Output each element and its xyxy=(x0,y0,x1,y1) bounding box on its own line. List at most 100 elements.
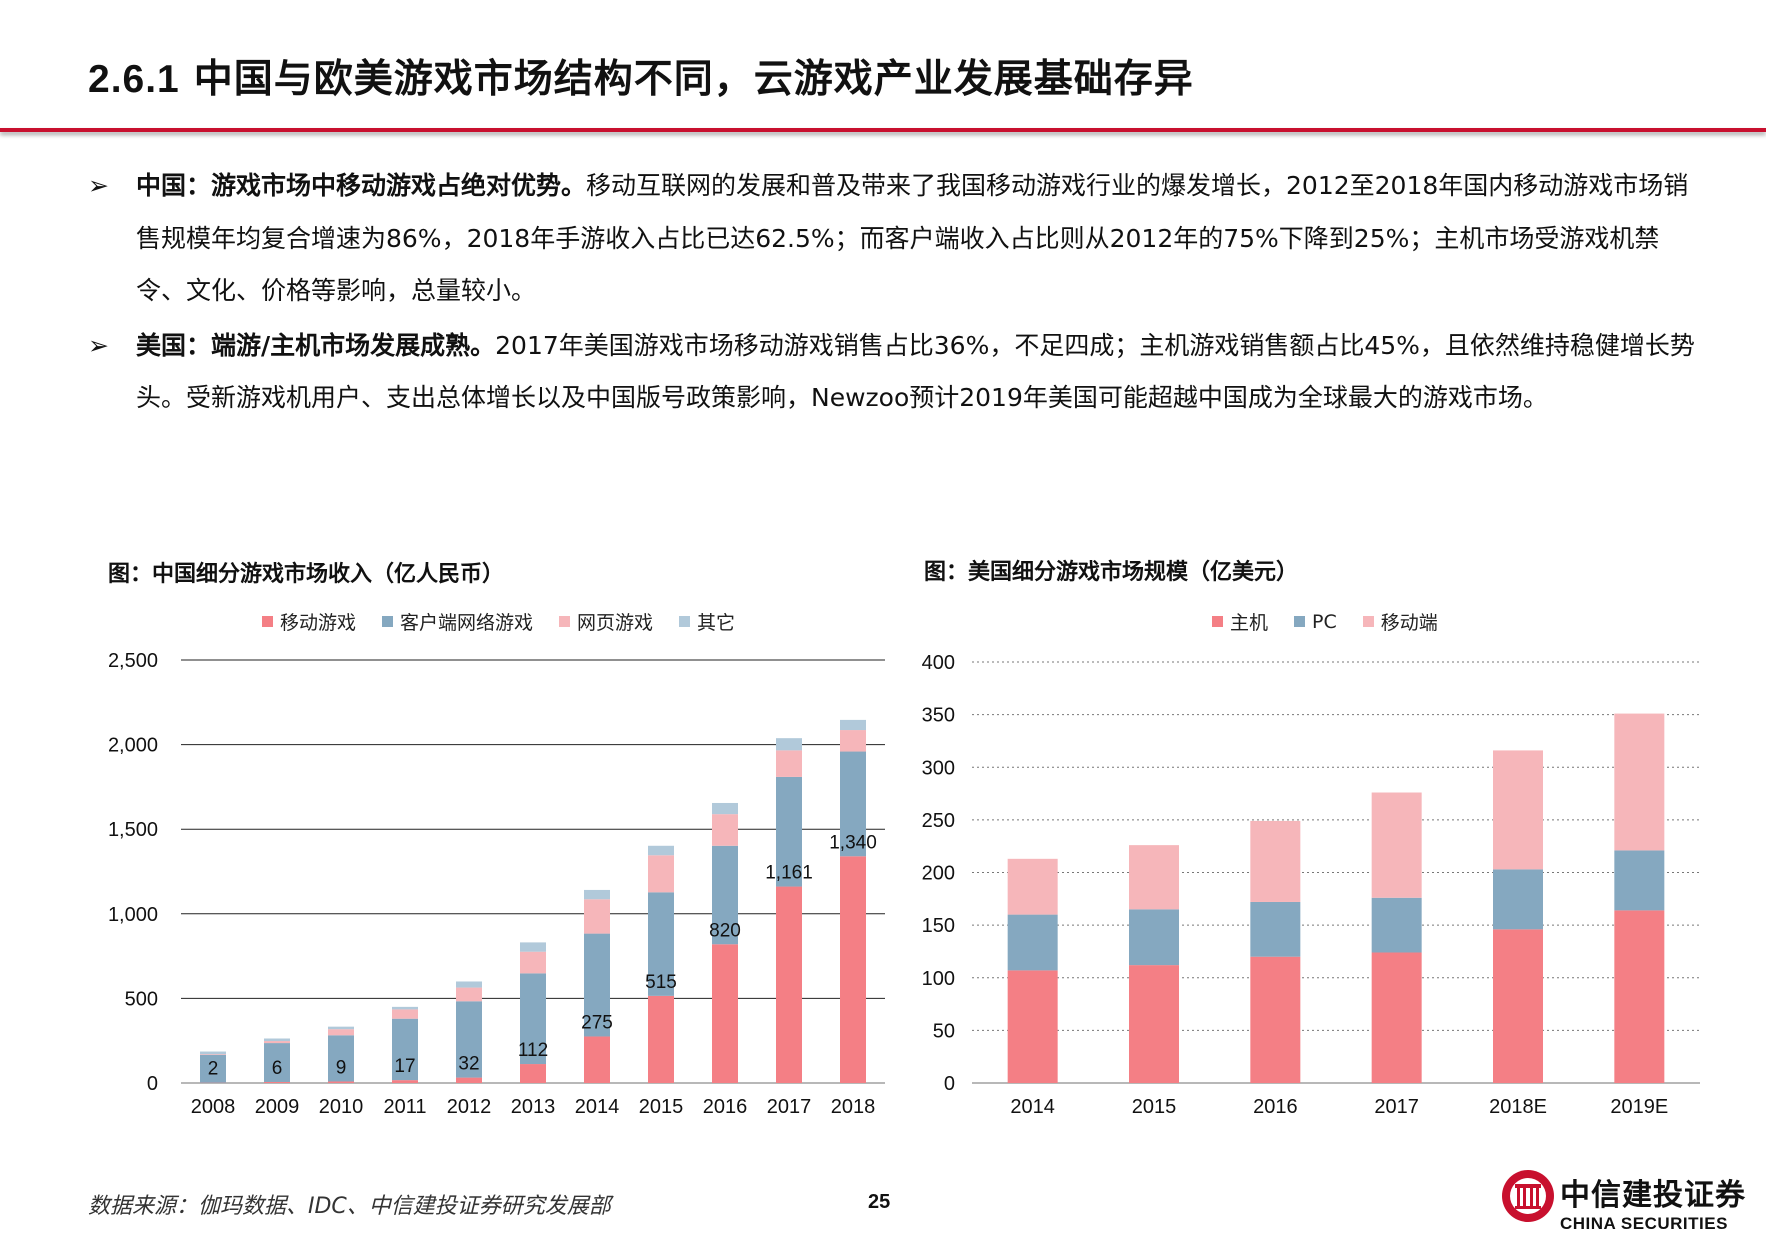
us-chart-legend: 主机 PC 移动端 xyxy=(1212,608,1438,635)
cn-x-tick-label: 2018 xyxy=(831,1096,876,1118)
title-divider xyxy=(0,128,1766,132)
legend-item-other: 其它 xyxy=(679,608,735,635)
cn-x-tick-label: 2011 xyxy=(383,1096,426,1118)
us-bar-segment xyxy=(1129,965,1179,1083)
cn-bar-segment xyxy=(776,776,802,887)
cn-x-tick-label: 2008 xyxy=(191,1096,236,1118)
us-y-tick-label: 50 xyxy=(933,1020,955,1042)
cn-data-label: 1,340 xyxy=(829,832,877,853)
legend-label: 移动游戏 xyxy=(280,612,357,634)
us-y-tick-label: 350 xyxy=(922,705,955,727)
cn-bar-segment xyxy=(584,889,610,900)
us-bar-segment xyxy=(1250,901,1301,957)
us-bar-segment xyxy=(1493,869,1543,930)
cn-bar-segment xyxy=(648,855,674,893)
cn-bar-segment xyxy=(520,942,546,952)
us-bar-segment xyxy=(1614,713,1665,851)
legend-item-client: 客户端网络游戏 xyxy=(382,608,533,635)
cn-bar-segment xyxy=(392,1080,418,1083)
cn-x-tick-label: 2014 xyxy=(575,1096,620,1118)
legend-swatch xyxy=(262,616,273,627)
cn-bar-segment xyxy=(200,1054,226,1055)
cn-bar-segment xyxy=(648,995,674,1083)
section-number: 2.6.1 xyxy=(88,58,180,101)
us-y-tick-label: 0 xyxy=(944,1073,955,1095)
legend-label: 其它 xyxy=(697,612,736,634)
cn-data-label: 32 xyxy=(458,1054,479,1075)
cn-bar-segment xyxy=(392,1018,418,1081)
us-bar-segment xyxy=(1493,750,1543,870)
cn-bar-segment xyxy=(776,750,802,777)
us-bar-segment xyxy=(1250,820,1301,902)
legend-item-console: 主机 xyxy=(1212,608,1268,635)
cn-bar-segment xyxy=(392,1009,418,1019)
cn-bar-segment xyxy=(328,1026,354,1030)
cn-bar-segment xyxy=(328,1035,354,1082)
cn-bar-segment xyxy=(840,719,866,731)
cn-x-tick-label: 2009 xyxy=(255,1096,300,1118)
brand-name-cn: 中信建投证券 xyxy=(1560,1178,1746,1213)
cn-bar-segment xyxy=(840,856,866,1083)
cn-data-label: 6 xyxy=(272,1058,283,1079)
legend-label: 客户端网络游戏 xyxy=(400,612,534,634)
legend-label: PC xyxy=(1312,610,1337,633)
us-x-tick-label: 2015 xyxy=(1132,1096,1177,1118)
cn-x-tick-label: 2012 xyxy=(447,1096,492,1118)
cn-bar-segment xyxy=(200,1054,226,1083)
legend-swatch xyxy=(559,616,571,627)
us-bar-segment xyxy=(1007,970,1058,1083)
legend-item-pc: PC xyxy=(1294,608,1337,635)
cn-x-tick-label: 2015 xyxy=(639,1096,684,1118)
cn-y-tick-label: 500 xyxy=(125,988,158,1010)
bullet-china: ➢ 中国：游戏市场中移动游戏占绝对优势。移动互联网的发展和普及带来了我国移动游戏… xyxy=(88,160,1708,318)
cn-bar-segment xyxy=(776,738,802,751)
cn-data-label: 17 xyxy=(394,1056,415,1077)
china-chart-title: 图：中国细分游戏市场收入（亿人民币） xyxy=(108,562,505,587)
brand-block: 中信建投证券 CHINA SECURITIES xyxy=(1560,1170,1746,1234)
us-x-tick-label: 2018E xyxy=(1489,1096,1547,1118)
cn-x-tick-label: 2010 xyxy=(319,1096,364,1118)
china-chart-legend: 移动游戏 客户端网络游戏 网页游戏 其它 xyxy=(262,608,735,635)
cn-bar-segment xyxy=(712,814,738,846)
cn-bar-segment xyxy=(648,892,674,996)
cn-data-label: 820 xyxy=(709,920,741,941)
bullet-body: 2017年美国游戏市场移动游戏销售占比36%，不足四成；主机游戏销售额占比45%… xyxy=(136,330,1695,413)
cn-bar-segment xyxy=(456,987,482,1002)
cn-bar-segment xyxy=(584,933,610,1037)
legend-label: 移动端 xyxy=(1380,612,1438,634)
us-y-tick-label: 250 xyxy=(922,810,955,832)
cn-data-label: 275 xyxy=(581,1012,613,1033)
us-y-tick-label: 200 xyxy=(922,863,955,885)
us-x-tick-label: 2019E xyxy=(1610,1096,1668,1118)
cn-bar-segment xyxy=(520,951,546,974)
brand-name-en: CHINA SECURITIES xyxy=(1560,1214,1728,1233)
page-title: 2.6.1 中国与欧美游戏市场结构不同，云游戏产业发展基础存异 xyxy=(88,48,1194,104)
legend-label: 网页游戏 xyxy=(577,612,654,634)
cn-y-tick-label: 1,000 xyxy=(108,904,158,926)
us-bar-segment xyxy=(1371,952,1422,1083)
us-bar-segment xyxy=(1250,956,1301,1083)
arrow-bullet-icon: ➢ xyxy=(88,171,109,200)
cn-bar-segment xyxy=(712,845,738,945)
cn-y-tick-label: 0 xyxy=(147,1073,158,1095)
us-y-tick-label: 100 xyxy=(922,968,955,990)
cn-bar-segment xyxy=(648,845,674,856)
us-x-tick-label: 2017 xyxy=(1374,1096,1419,1118)
cn-bar-segment xyxy=(392,1006,418,1010)
cn-bar-segment xyxy=(264,1041,290,1044)
cn-bar-segment xyxy=(456,1077,482,1083)
us-bar-segment xyxy=(1007,914,1058,971)
cn-bar-segment xyxy=(520,1064,546,1083)
cn-bar-segment xyxy=(456,1001,482,1078)
bullet-body: 移动互联网的发展和普及带来了我国移动游戏行业的爆发增长，2012至2018年国内… xyxy=(136,171,1689,305)
us-y-tick-label: 300 xyxy=(922,757,955,779)
bullet-lead: 中国：游戏市场中移动游戏占绝对优势。 xyxy=(136,171,587,200)
cn-bar-segment xyxy=(840,730,866,752)
cn-y-tick-label: 2,500 xyxy=(108,650,158,672)
cn-bar-segment xyxy=(328,1081,354,1083)
us-y-tick-label: 150 xyxy=(922,915,955,937)
cn-bar-segment xyxy=(520,973,546,1065)
legend-label: 主机 xyxy=(1230,612,1269,634)
cn-bar-segment xyxy=(584,899,610,934)
